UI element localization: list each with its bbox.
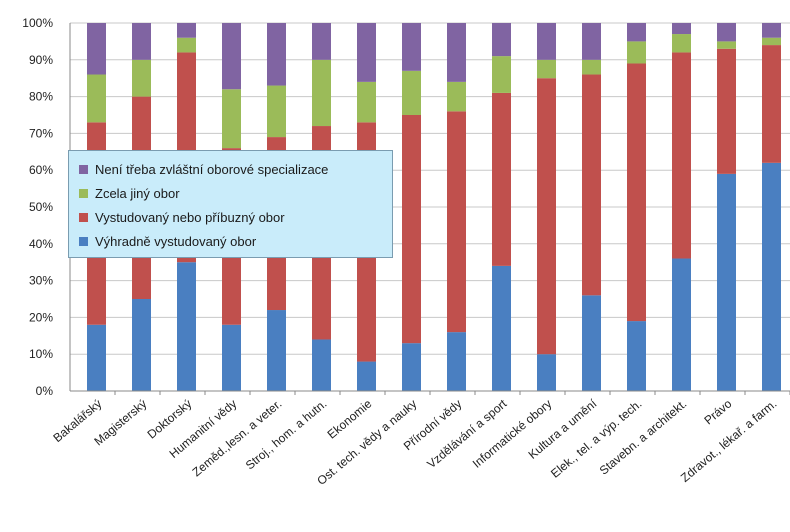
bar-segment xyxy=(717,23,736,42)
bar-segment xyxy=(447,81,466,112)
bar-segment xyxy=(672,258,691,391)
bar-segment xyxy=(177,262,196,391)
bar-segment xyxy=(582,74,601,296)
legend-item-related: Vystudovaný nebo příbuzný obor xyxy=(79,205,392,229)
bar-segment xyxy=(87,23,106,75)
bar-segment xyxy=(537,59,556,79)
bar-segment xyxy=(222,324,241,391)
bar-segment xyxy=(672,52,691,259)
bar-segment xyxy=(177,23,196,38)
legend-item-other: Zcela jiný obor xyxy=(79,181,392,205)
bar-segment xyxy=(402,70,421,115)
bar-segment xyxy=(492,92,511,266)
bar-segment xyxy=(762,37,781,46)
legend-label: Zcela jiný obor xyxy=(95,185,180,201)
bar-segment xyxy=(762,162,781,391)
bar-segment xyxy=(492,56,511,93)
bar-segment xyxy=(627,321,646,391)
bar-segment xyxy=(717,48,736,174)
bar-segment xyxy=(627,23,646,42)
y-tick-label: 70% xyxy=(29,126,53,140)
y-tick-label: 100% xyxy=(22,16,53,30)
bar-segment xyxy=(447,111,466,333)
bar-segment xyxy=(717,41,736,49)
bar-segment xyxy=(312,23,331,60)
bar-segment xyxy=(222,89,241,149)
bar-segment xyxy=(447,23,466,82)
bar-segment xyxy=(312,59,331,127)
x-axis: BakalářskýMagisterskýDoktorskýHumanitní … xyxy=(50,390,790,488)
legend: Není třeba zvláštní oborové specializace… xyxy=(68,150,393,258)
y-tick-label: 80% xyxy=(29,90,53,104)
bar-segment xyxy=(132,59,151,97)
bar-segment xyxy=(87,324,106,391)
y-tick-label: 10% xyxy=(29,347,53,361)
y-tick-label: 0% xyxy=(36,384,54,398)
bar-segment xyxy=(582,23,601,60)
x-tick-label: Informatické obory xyxy=(470,397,555,471)
bar-segment xyxy=(267,310,286,391)
x-tick-label: Vzdělávání a sport xyxy=(424,396,510,471)
bar-segment xyxy=(537,78,556,355)
legend-label: Není třeba zvláštní oborové specializace xyxy=(95,161,329,177)
legend-swatch-purple xyxy=(79,164,88,174)
bar-segment xyxy=(402,23,421,71)
x-tick-label: Stavebn. a architekt. xyxy=(597,397,690,478)
bar-segment xyxy=(492,265,511,391)
bar-segment xyxy=(582,59,601,75)
bar-segment xyxy=(312,339,331,391)
legend-item-exact: Výhradně vystudovaný obor xyxy=(79,229,392,253)
legend-item-none: Není třeba zvláštní oborové specializace xyxy=(79,157,392,181)
bar-segment xyxy=(357,81,376,123)
y-tick-label: 90% xyxy=(29,53,53,67)
bar-segment xyxy=(447,332,466,391)
legend-swatch-red xyxy=(79,212,88,222)
bar-segment xyxy=(717,173,736,391)
bar-segment xyxy=(627,41,646,64)
y-tick-label: 40% xyxy=(29,237,53,251)
bar-segment xyxy=(267,23,286,86)
bar-segment xyxy=(537,23,556,60)
bar-segment xyxy=(357,361,376,391)
y-tick-label: 30% xyxy=(29,274,53,288)
bar-segment xyxy=(132,299,151,391)
bar-segment xyxy=(177,37,196,53)
bar-segment xyxy=(132,23,151,60)
bar-segment xyxy=(582,295,601,391)
bar-segment xyxy=(87,74,106,123)
y-tick-label: 60% xyxy=(29,163,53,177)
legend-label: Výhradně vystudovaný obor xyxy=(95,233,257,249)
y-tick-label: 20% xyxy=(29,310,53,324)
bar-segment xyxy=(537,354,556,391)
bar-segment xyxy=(402,343,421,391)
legend-label: Vystudovaný nebo příbuzný obor xyxy=(95,209,285,225)
bar-segment xyxy=(357,23,376,82)
legend-swatch-blue xyxy=(79,236,88,246)
bar-segment xyxy=(222,23,241,90)
bar-segment xyxy=(672,23,691,35)
bar-segment xyxy=(762,45,781,163)
x-tick-label: Stroj., hom. a hutn. xyxy=(243,397,330,473)
bar-segment xyxy=(627,63,646,322)
legend-swatch-green xyxy=(79,188,88,198)
x-tick-label: Právo xyxy=(701,396,734,427)
y-axis: 0% 10% 20% 30% 40% 50% 60% 70% 80% 90% 100% xyxy=(22,16,71,398)
bar-segment xyxy=(492,23,511,57)
bar-segment xyxy=(402,115,421,344)
bar-segment xyxy=(762,23,781,38)
bar-segment xyxy=(267,85,286,138)
bar-segment xyxy=(672,34,691,53)
y-tick-label: 50% xyxy=(29,200,53,214)
